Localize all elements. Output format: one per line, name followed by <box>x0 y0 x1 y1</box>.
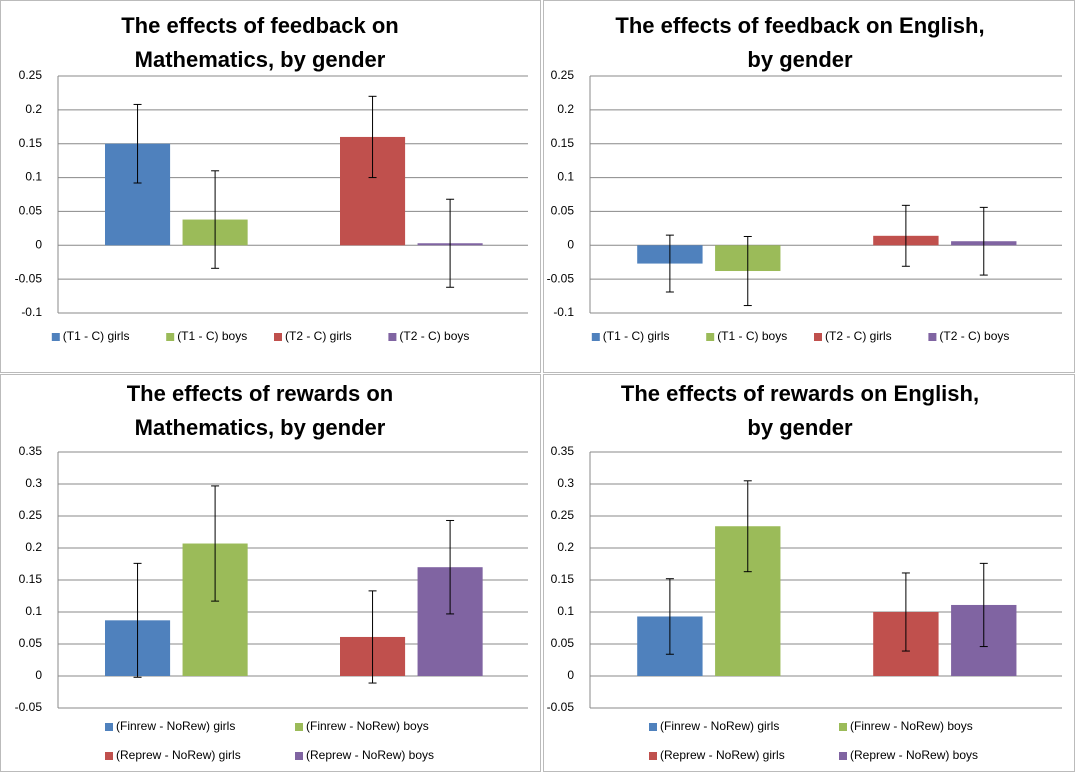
y-tick-label: 0 <box>567 237 574 251</box>
y-tick-label: 0.2 <box>25 540 42 554</box>
y-tick-label: 0.05 <box>19 204 43 218</box>
y-tick-label: 0.15 <box>19 572 43 586</box>
chart-title: by gender <box>747 47 853 72</box>
y-tick-label: 0.15 <box>551 136 575 150</box>
y-tick-label: 0 <box>35 237 42 251</box>
legend-label: (Finrew - NoRew) girls <box>660 719 779 733</box>
chart-title: The effects of feedback on <box>121 13 399 38</box>
panel-border <box>0 374 541 772</box>
legend-swatch <box>274 333 282 341</box>
y-tick-label: 0.25 <box>551 68 575 82</box>
legend-label: (T2 - C) boys <box>939 329 1009 343</box>
y-tick-label: 0.2 <box>25 102 42 116</box>
panel-border <box>543 374 1075 772</box>
y-tick-label: 0.3 <box>557 476 574 490</box>
legend-label: (Reprew - NoRew) girls <box>116 748 241 762</box>
chart-title: Mathematics, by gender <box>135 415 386 440</box>
y-tick-label: 0.25 <box>551 508 575 522</box>
legend-label: (Finrew - NoRew) boys <box>306 719 429 733</box>
y-tick-label: 0.25 <box>19 508 43 522</box>
legend-label: (T2 - C) boys <box>399 329 469 343</box>
legend-swatch <box>105 723 113 731</box>
legend-swatch <box>928 333 937 341</box>
chart-title: The effects of rewards on English, <box>621 381 979 406</box>
chart-title: The effects of feedback on English, <box>615 13 984 38</box>
y-tick-label: 0 <box>35 668 42 682</box>
y-tick-label: -0.05 <box>547 700 575 714</box>
panel-border <box>0 0 541 373</box>
legend-label: (Reprew - NoRew) boys <box>850 748 978 762</box>
y-tick-label: 0.2 <box>557 102 574 116</box>
y-tick-label: -0.05 <box>15 700 43 714</box>
legend-swatch <box>388 333 397 341</box>
legend-swatch <box>166 333 175 341</box>
legend-label: (Finrew - NoRew) girls <box>116 719 235 733</box>
legend-swatch <box>51 333 60 341</box>
legend-label: (T1 - C) boys <box>177 329 247 343</box>
y-tick-label: 0.25 <box>19 68 43 82</box>
chart-title: The effects of rewards on <box>127 381 394 406</box>
legend-label: (Reprew - NoRew) girls <box>660 748 785 762</box>
legend-swatch <box>649 723 657 731</box>
legend-swatch <box>591 333 600 341</box>
legend-swatch <box>649 752 657 760</box>
legend-swatch <box>839 723 847 731</box>
y-tick-label: 0.15 <box>551 572 575 586</box>
legend-swatch <box>105 752 113 760</box>
y-tick-label: 0 <box>567 668 574 682</box>
chart-title: Mathematics, by gender <box>135 47 386 72</box>
legend-label: (T1 - C) girls <box>603 329 670 343</box>
y-tick-label: 0.05 <box>551 204 575 218</box>
y-tick-label: -0.05 <box>547 271 575 285</box>
legend-label: (Reprew - NoRew) boys <box>306 748 434 762</box>
y-tick-label: 0.05 <box>19 636 43 650</box>
legend-label: (Finrew - NoRew) boys <box>850 719 973 733</box>
legend-label: (T1 - C) girls <box>63 329 130 343</box>
legend-label: (T1 - C) boys <box>717 329 787 343</box>
chart-title: by gender <box>747 415 853 440</box>
y-tick-label: 0.2 <box>557 540 574 554</box>
legend-swatch <box>295 752 303 760</box>
y-tick-label: 0.35 <box>19 444 43 458</box>
legend-swatch <box>814 333 822 341</box>
y-tick-label: 0.05 <box>551 636 575 650</box>
panel-border <box>543 0 1075 373</box>
y-tick-label: 0.3 <box>25 476 42 490</box>
legend-label: (T2 - C) girls <box>825 329 892 343</box>
y-tick-label: 0.35 <box>551 444 575 458</box>
y-tick-label: -0.1 <box>553 305 574 319</box>
legend-swatch <box>295 723 303 731</box>
legend-swatch <box>706 333 715 341</box>
y-tick-label: 0.1 <box>557 170 574 184</box>
y-tick-label: -0.05 <box>15 271 43 285</box>
legend-label: (T2 - C) girls <box>285 329 352 343</box>
y-tick-label: 0.1 <box>25 170 42 184</box>
y-tick-label: 0.1 <box>25 604 42 618</box>
y-tick-label: 0.1 <box>557 604 574 618</box>
y-tick-label: 0.15 <box>19 136 43 150</box>
legend-swatch <box>839 752 847 760</box>
y-tick-label: -0.1 <box>21 305 42 319</box>
